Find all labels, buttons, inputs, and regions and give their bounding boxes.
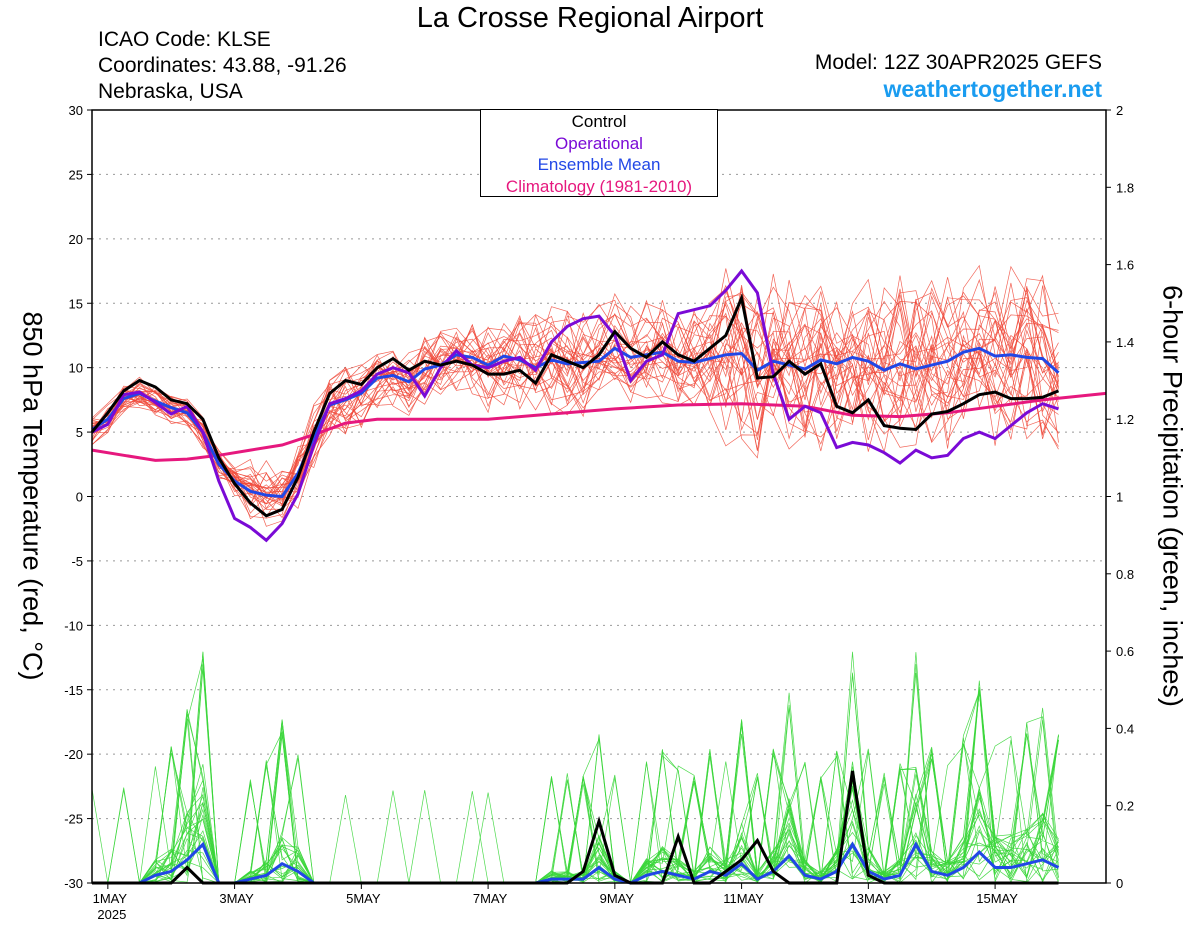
precip-member-line — [92, 707, 1059, 884]
x-tick-label: 5MAY — [346, 891, 381, 906]
temp-member-line — [91, 264, 1059, 518]
precip-member-line — [92, 709, 1059, 884]
y-tick-label-left: 10 — [69, 361, 83, 376]
x-tick-label: 11MAY — [723, 891, 764, 906]
precip-member-line — [92, 748, 1059, 884]
temp-operational-line — [91, 268, 1059, 543]
icao-code: ICAO Code: KLSE — [98, 28, 271, 51]
y-tick-label-left: -15 — [64, 683, 83, 698]
y-tick-label-left: -10 — [64, 618, 83, 633]
legend-climatology: Climatology (1981-2010) — [505, 176, 693, 196]
precip-mean-line — [92, 841, 1060, 885]
y-tick-label-left: -20 — [64, 747, 83, 762]
y-tick-label-right: 1.6 — [1116, 258, 1134, 273]
y-tick-label-right: 0.2 — [1116, 799, 1134, 814]
y-tick-label-left: -25 — [64, 812, 83, 827]
y-tick-label-right: 2 — [1116, 103, 1123, 118]
temp-member-line — [91, 278, 1059, 502]
temp-member-line — [91, 277, 1059, 507]
precip-member-line — [92, 689, 1059, 884]
y-tick-label-right: 0.8 — [1116, 567, 1134, 582]
temperature-members — [91, 264, 1059, 527]
temp-member-line — [91, 286, 1059, 499]
climatology-line — [91, 391, 1107, 462]
precip-member-line — [92, 688, 1059, 884]
y-tick-label-right: 0.6 — [1116, 644, 1134, 659]
x-tick-label: 1MAY — [93, 891, 128, 906]
temp-member-line — [91, 273, 1059, 505]
site-link[interactable]: weathertogether.net — [883, 76, 1102, 102]
y-tick-label-right: 0 — [1116, 876, 1123, 891]
y-tick-label-left: 20 — [69, 232, 83, 247]
y-tick-label-right: 0.4 — [1116, 721, 1134, 736]
location: Nebraska, USA — [98, 80, 243, 103]
x-tick-label: 9MAY — [600, 891, 635, 906]
y-tick-label-left: 15 — [69, 296, 83, 311]
legend-control: Control — [571, 112, 627, 131]
legend-mean: Ensemble Mean — [537, 155, 661, 174]
temp-member-line — [91, 284, 1059, 493]
y-tick-label-right: 1.4 — [1116, 335, 1134, 350]
temp-control-line — [90, 293, 1060, 518]
model-run: Model: 12Z 30APR2025 GEFS — [814, 51, 1102, 74]
x-tick-label: 13MAY — [850, 891, 892, 906]
precip-member-line — [92, 719, 1059, 884]
temp-member-line — [91, 286, 1059, 520]
temp-member-line — [91, 278, 1059, 510]
x-tick-label: 3MAY — [219, 891, 254, 906]
temp-member-line — [91, 291, 1059, 507]
y-tick-label-left: 25 — [69, 167, 83, 182]
chart-legend: Control Operational Ensemble Mean Climat… — [480, 109, 718, 197]
x-tick-label: 7MAY — [473, 891, 508, 906]
chart-title: La Crosse Regional Airport — [416, 2, 764, 34]
temp-member-line — [91, 286, 1059, 510]
temp-member-line — [91, 275, 1059, 499]
y-tick-label-right: 1.2 — [1116, 412, 1134, 427]
y-tick-label-right: 1.8 — [1116, 180, 1134, 195]
y-tick-label-right: 1 — [1116, 490, 1123, 505]
temp-member-line — [91, 291, 1059, 499]
x-tick-label: 15MAY — [976, 891, 1018, 906]
temp-member-line — [91, 291, 1059, 505]
coordinates: Coordinates: 43.88, -91.26 — [98, 54, 347, 77]
y-tick-label-left: -30 — [64, 876, 83, 891]
y-tick-label-left: 30 — [69, 103, 83, 118]
y-tick-label-left: 5 — [76, 425, 83, 440]
temp-member-line — [91, 268, 1059, 505]
x-tick-sublabel: 2025 — [97, 907, 126, 922]
temp-member-line — [91, 279, 1059, 505]
temp-member-line — [91, 282, 1059, 519]
y-tick-label-left: -5 — [71, 554, 83, 569]
y-tick-label-left: 0 — [76, 490, 83, 505]
legend-operational: Operational — [555, 133, 643, 153]
